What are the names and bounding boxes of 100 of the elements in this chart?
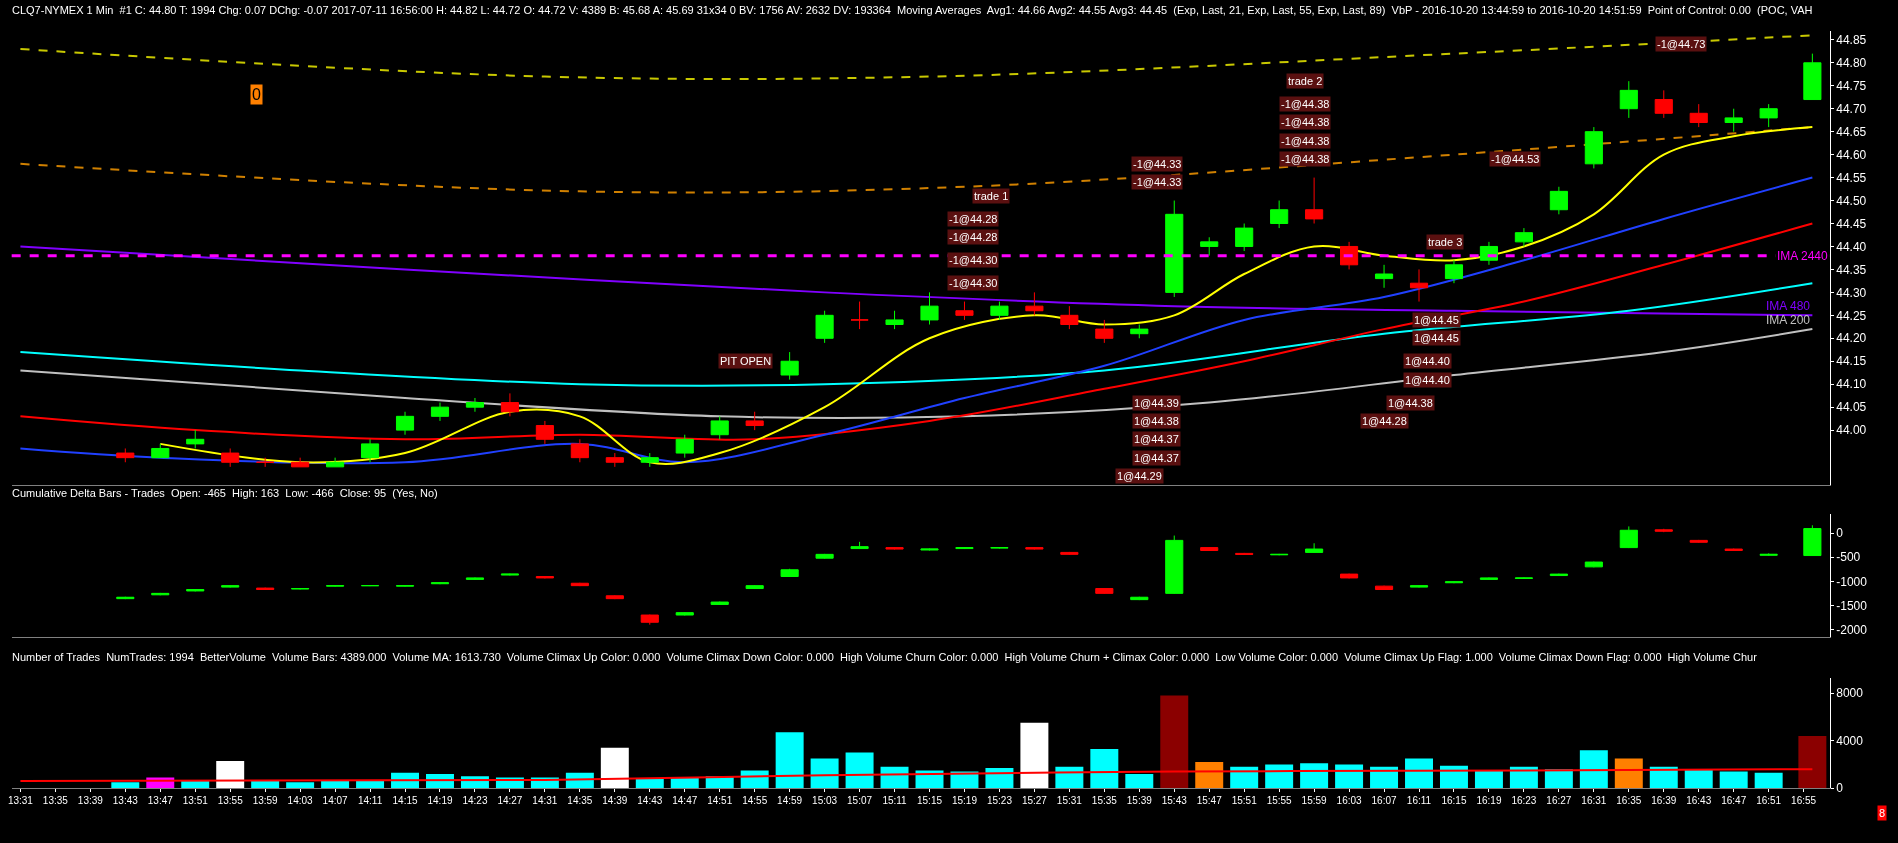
series-label: IMA 200 bbox=[1766, 313, 1811, 327]
candlestick bbox=[1803, 53, 1822, 101]
candlestick bbox=[1095, 587, 1114, 595]
annotation: PIT OPEN bbox=[720, 355, 772, 367]
annotation: 1@44.37 bbox=[1134, 433, 1179, 445]
y-tick-label: -1000 bbox=[1836, 574, 1868, 589]
x-tick-label: 13:59 bbox=[252, 795, 279, 807]
x-tick-label: 15:47 bbox=[1196, 795, 1223, 807]
candlestick bbox=[920, 548, 939, 551]
y-tick-label: 44.35 bbox=[1836, 262, 1867, 277]
candlestick bbox=[605, 594, 624, 600]
annotation: 1@44.38 bbox=[1134, 415, 1179, 427]
x-tick-label: 16:55 bbox=[1791, 795, 1817, 807]
candlestick bbox=[850, 541, 869, 550]
candlestick bbox=[850, 301, 869, 330]
candlestick bbox=[221, 447, 240, 468]
annotation: -1@44.38 bbox=[1281, 116, 1330, 128]
annotation: -1@44.38 bbox=[1281, 153, 1330, 165]
chart-title: CLQ7-NYMEX 1 Min #1 C: 44.80 T: 1994 Chg: 0.07 DChg: -0.07 2017-07-11 16:56:00 H: 44.82 L: 44.72 O: 44.72 V: 4389 B: 45.68 A: 45.69 31x34 0 BV: 1756 AV: 2632 DV: 193364 Moving Averages Avg1: 44.66 Avg2: 44.55 Avg3: 44.45 (Exp, Last, 21, Exp, Last, 55, Exp, Last, 89) VbP - 2016-10-20 13:44:59 to 2016-10-20 14:51:59 Point of Control: 0.00 (POC, VAH bbox=[12, 4, 1813, 16]
candlestick bbox=[1724, 108, 1743, 133]
bar bbox=[321, 781, 350, 789]
annotation: 1@44.40 bbox=[1405, 355, 1450, 367]
bar bbox=[1579, 750, 1608, 789]
y-tick-label: 44.60 bbox=[1836, 147, 1867, 162]
candlestick bbox=[1654, 528, 1673, 533]
x-tick-label: 16:51 bbox=[1756, 795, 1782, 807]
candlestick bbox=[640, 614, 659, 626]
y-tick-label: 44.45 bbox=[1836, 216, 1867, 231]
candlestick bbox=[1409, 268, 1429, 303]
x-tick-label: 15:15 bbox=[916, 795, 943, 807]
candlestick bbox=[221, 584, 240, 589]
candlestick bbox=[360, 584, 380, 587]
candlestick bbox=[1235, 223, 1254, 252]
candlestick bbox=[1374, 585, 1394, 591]
bar bbox=[810, 758, 839, 789]
chart-title: Cumulative Delta Bars - Trades Open: -465 High: 163 Low: -466 Close: 95 (Yes, No) bbox=[12, 487, 438, 499]
x-tick-label: 15:55 bbox=[1266, 795, 1293, 807]
y-tick-label: 44.05 bbox=[1836, 400, 1867, 415]
candlestick bbox=[1374, 264, 1394, 289]
candlestick bbox=[745, 584, 764, 590]
candlestick bbox=[780, 351, 799, 381]
x-tick-label: 16:47 bbox=[1721, 795, 1747, 807]
chart-title: Number of Trades NumTrades: 1994 BetterVolume Volume Bars: 4389.000 Volume MA: 1613.730 Volume Climax Up Color: 0.000 Volume Climax Down Color: 0.000 High Volume Churn Color: 0.000 High Volume Churn + Climax Color: 0.000 Low Volume Color: 0.000 Volume Climax Up Flag: 1.000 Volume Climax Down Flag: 0.000 High Volume Chur bbox=[12, 651, 1758, 663]
x-tick-label: 16:39 bbox=[1651, 795, 1677, 807]
x-tick-label: 13:35 bbox=[42, 795, 69, 807]
y-tick-label: 44.70 bbox=[1836, 101, 1867, 116]
candlestick bbox=[1165, 200, 1184, 298]
bar bbox=[1614, 758, 1643, 789]
candlestick bbox=[186, 588, 205, 592]
candlestick bbox=[1479, 576, 1499, 581]
candlestick bbox=[1549, 573, 1568, 577]
candlestick bbox=[1340, 241, 1359, 270]
annotation: 1@44.29 bbox=[1117, 470, 1162, 482]
candlestick bbox=[151, 443, 170, 459]
annotation: trade 1 bbox=[974, 190, 1009, 202]
bar bbox=[1474, 770, 1503, 789]
x-tick-label: 16:11 bbox=[1406, 795, 1432, 807]
candlestick bbox=[605, 452, 624, 468]
y-tick-label: 4000 bbox=[1836, 733, 1864, 748]
x-tick-label: 15:51 bbox=[1231, 795, 1258, 807]
x-tick-label: 14:15 bbox=[392, 795, 418, 807]
y-tick-label: -2000 bbox=[1836, 622, 1868, 637]
y-tick-label: 44.25 bbox=[1836, 308, 1867, 323]
bar bbox=[216, 760, 245, 789]
bar bbox=[1125, 773, 1154, 789]
x-tick-label: 15:23 bbox=[986, 795, 1013, 807]
x-tick-label: 13:43 bbox=[112, 795, 139, 807]
x-tick-label: 15:35 bbox=[1091, 795, 1118, 807]
bar bbox=[286, 782, 315, 789]
x-tick-label: 14:19 bbox=[427, 795, 453, 807]
candlestick bbox=[640, 452, 659, 468]
candlestick bbox=[1130, 324, 1149, 339]
annotation: -1@44.73 bbox=[1657, 38, 1706, 50]
candlestick bbox=[1654, 89, 1673, 119]
y-tick-label: 44.80 bbox=[1836, 56, 1867, 70]
bar bbox=[635, 778, 664, 789]
candlestick bbox=[780, 568, 799, 578]
annotation: 1@44.37 bbox=[1134, 452, 1179, 464]
candlestick bbox=[1444, 259, 1464, 284]
y-tick-label: -500 bbox=[1836, 550, 1861, 565]
x-tick-label: 14:55 bbox=[742, 795, 768, 807]
candlestick bbox=[465, 397, 485, 413]
annotation: -1@44.33 bbox=[1133, 176, 1182, 188]
x-tick-label: 16:43 bbox=[1686, 795, 1712, 807]
candlestick bbox=[1270, 200, 1289, 229]
y-tick-label: 44.15 bbox=[1836, 354, 1867, 369]
candlestick bbox=[710, 601, 729, 605]
bar bbox=[111, 782, 140, 789]
bar bbox=[1090, 749, 1119, 789]
candlestick bbox=[1584, 561, 1603, 568]
candlestick bbox=[1095, 319, 1114, 344]
x-tick-label: 14:59 bbox=[777, 795, 803, 807]
bar bbox=[775, 732, 804, 789]
x-tick-label: 13:47 bbox=[147, 795, 174, 807]
y-tick-label: 44.10 bbox=[1836, 377, 1867, 392]
x-tick-label: 14:27 bbox=[497, 795, 523, 807]
bar bbox=[1405, 758, 1433, 789]
candlestick bbox=[1060, 551, 1079, 556]
candlestick bbox=[1514, 227, 1533, 247]
y-tick-label: 44.00 bbox=[1836, 423, 1867, 438]
